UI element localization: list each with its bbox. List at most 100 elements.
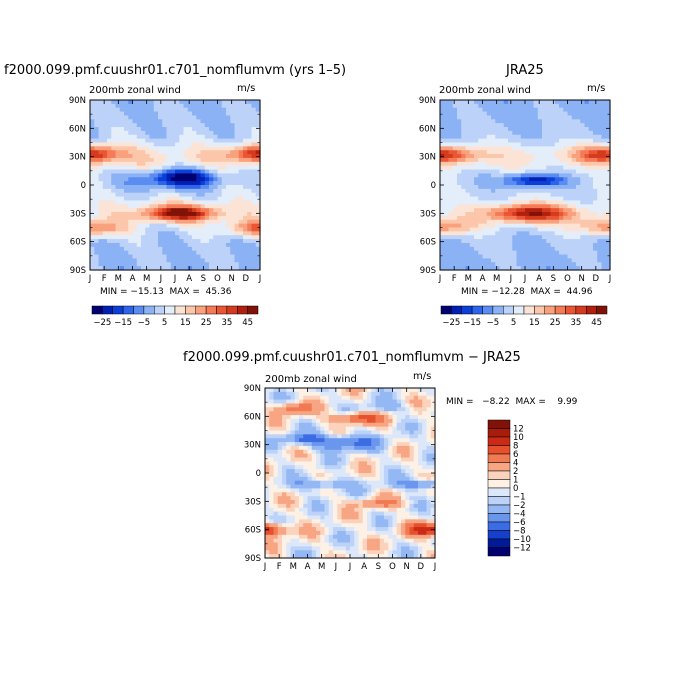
contour-cell-model [204,146,210,151]
contour-cell-obs [440,258,445,263]
contour-cell-diff [269,438,275,443]
contour-cell-obs [503,107,509,113]
contour-cell-obs [601,188,607,194]
contour-cell-diff [396,442,402,447]
contour-cell-obs [542,223,547,229]
contour-cell-diff [422,500,428,505]
contour-cell-obs [563,250,569,256]
contour-cell-obs [571,250,577,256]
y-tick-label-model: 90N [69,96,86,106]
contour-cell-model [175,192,180,198]
contour-cell-diff [265,391,270,397]
contour-cell-model [196,239,202,244]
contour-cell-model [221,181,227,186]
contour-cell-diff [324,422,330,428]
contour-cell-diff [371,442,377,447]
contour-cell-obs [457,123,462,128]
contour-cell-obs [516,242,522,248]
contour-cell-obs [525,204,530,209]
contour-cell-model [217,200,223,205]
contour-cell-diff [392,403,398,408]
contour-cell-obs [563,138,569,144]
contour-cell-obs [444,235,450,240]
contour-cell-model [124,223,129,229]
contour-cell-model [162,119,168,124]
contour-cell-obs [580,188,586,194]
contour-cell-obs [576,119,581,124]
contour-cell-obs [542,103,547,109]
contour-cell-diff [388,449,394,455]
contour-cell-obs [520,254,526,260]
contour-cell-obs [491,157,496,163]
contour-cell-diff [350,445,355,451]
contour-cell-diff [337,426,343,432]
contour-cell-diff [345,399,351,405]
contour-cell-diff [388,484,394,490]
contour-cell-model [213,196,219,202]
contour-cell-obs [478,146,484,151]
contour-cell-obs [448,192,454,198]
contour-cell-obs [486,165,492,171]
contour-cell-diff [328,500,334,505]
contour-cell-diff [333,480,338,486]
contour-cell-obs [486,177,492,182]
contour-cell-obs [469,185,475,190]
contour-cell-model [234,130,240,136]
contour-cell-obs [593,215,598,221]
contour-cell-model [107,177,112,182]
contour-cell-model [230,258,236,263]
contour-cell-obs [440,138,445,144]
contour-cell-obs [503,123,509,128]
contour-cell-model [187,262,193,267]
contour-cell-obs [554,212,560,217]
contour-cell-obs [525,146,530,151]
contour-cell-diff [422,403,428,408]
contour-cell-model [175,262,180,267]
contour-cell-diff [299,503,304,509]
contour-cell-obs [546,100,552,105]
contour-cell-obs [546,146,552,151]
contour-cell-model [192,235,197,240]
contour-cell-model [145,115,151,120]
contour-cell-obs [457,188,462,194]
contour-cell-obs [537,266,543,271]
contour-cell-model [230,212,236,217]
contour-cell-diff [277,500,283,505]
contour-cell-obs [571,258,577,263]
contour-cell-diff [341,442,347,447]
contour-cell-model [111,242,117,248]
contour-cell-model [90,242,95,248]
contour-cell-diff [282,403,287,408]
contour-cell-model [170,262,176,267]
contour-cell-model [209,254,214,260]
contour-cell-model [162,127,168,132]
contour-cell-obs [567,215,573,221]
contour-cell-obs [550,235,556,240]
contour-cell-obs [440,161,445,167]
contour-cell-diff [311,453,317,459]
contour-cell-obs [457,169,462,175]
contour-cell-model [192,119,197,124]
contour-cell-model [209,231,214,236]
contour-cell-model [90,185,95,190]
contour-cell-model [217,103,223,109]
contour-cell-diff [362,465,368,470]
contour-cell-model [98,215,104,221]
contour-cell-obs [486,142,492,147]
contour-cell-obs [567,196,573,202]
contour-cell-obs [491,146,496,151]
contour-cell-model [226,185,231,190]
contour-cell-obs [478,142,484,147]
contour-cell-model [136,219,142,225]
contour-cell-obs [448,123,454,128]
contour-cell-model [119,262,125,267]
contour-cell-model [183,246,189,252]
contour-cell-model [98,165,104,171]
contour-cell-diff [345,422,351,428]
contour-cell-model [243,138,248,144]
contour-cell-model [94,235,100,240]
contour-cell-obs [563,215,569,221]
contour-cell-model [107,204,112,209]
contour-cell-diff [388,480,394,486]
contour-cell-obs [465,258,471,263]
